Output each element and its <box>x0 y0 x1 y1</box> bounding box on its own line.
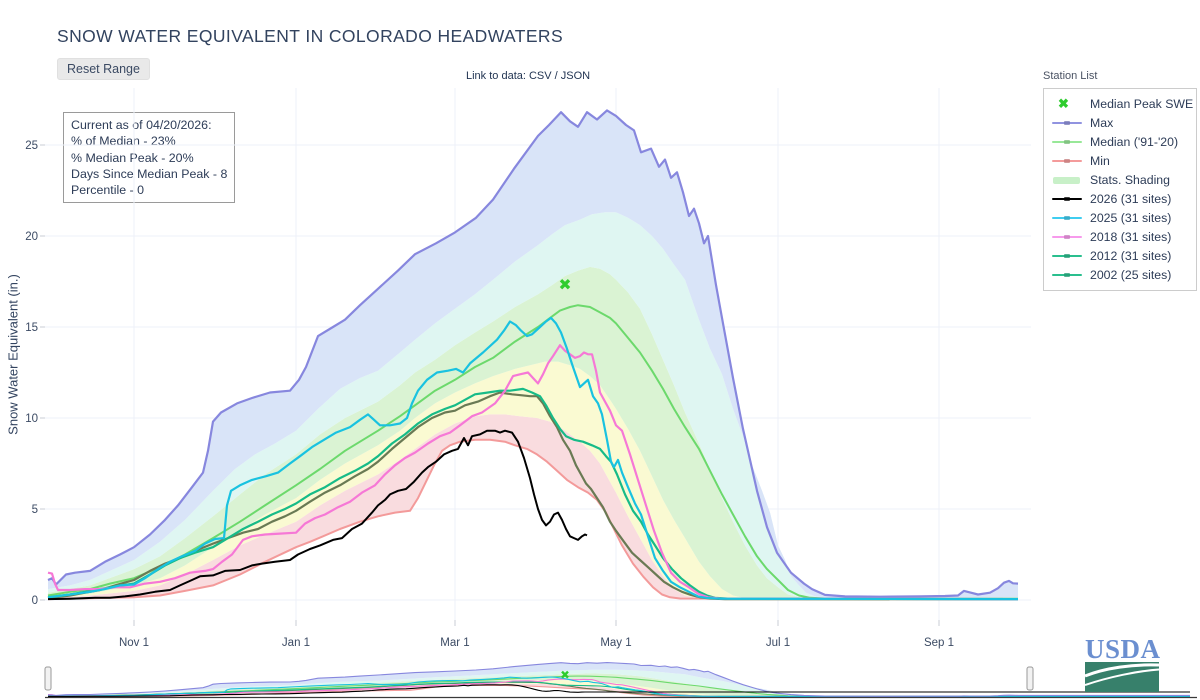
legend-item-2025-31-sites[interactable]: 2025 (31 sites) <box>1044 208 1196 227</box>
shading-swatch-icon <box>1052 173 1082 187</box>
y-tick-label: 15 <box>25 322 38 334</box>
legend-item-label: 2018 (31 sites) <box>1090 229 1172 244</box>
legend-item-min[interactable]: Min <box>1044 151 1196 170</box>
median-peak-x-icon: ✖ <box>1058 95 1069 111</box>
x-tick-label: Jan 1 <box>282 637 310 649</box>
mini-median-peak-marker <box>561 670 569 679</box>
legend-item-label: Stats. Shading <box>1090 172 1170 187</box>
legend-item-label: 2026 (31 sites) <box>1090 191 1172 206</box>
mini-band-p10-p30 <box>48 680 1018 697</box>
band-p70-p90 <box>48 212 1018 599</box>
range-handle-left[interactable] <box>44 666 52 691</box>
usda-logo-field <box>1084 662 1160 692</box>
series-y2026 <box>47 429 588 601</box>
legend-item-median-91-20[interactable]: Median ('91-'20) <box>1044 132 1196 151</box>
usda-logo: USDA <box>1084 634 1161 697</box>
legend-box: ✖ Median Peak SWE Max Median ('91-'20) Min St… <box>1043 88 1197 291</box>
legend-item-label: 2012 (31 sites) <box>1090 248 1172 263</box>
series-y2025 <box>47 316 1019 601</box>
y-tick-label: 20 <box>25 231 38 243</box>
x-tick-label: Mar 1 <box>440 637 469 649</box>
mini-series-y2025 <box>47 676 1190 697</box>
line-swatch-icon <box>1052 268 1082 282</box>
legend-item-label: Max <box>1090 115 1114 130</box>
series-min <box>47 438 1019 601</box>
info-line-days-since-peak: Days Since Median Peak - 8 <box>71 166 228 181</box>
series-y2002 <box>47 391 1019 601</box>
mini-series-y2026 <box>48 684 1190 697</box>
legend-item-median-peak-swe[interactable]: ✖ Median Peak SWE <box>1044 94 1196 113</box>
line-swatch-icon <box>1052 211 1082 225</box>
series-median <box>47 304 1018 600</box>
legend-item-2026-31-sites[interactable]: 2026 (31 sites) <box>1044 189 1196 208</box>
mini-series-median <box>47 675 1190 697</box>
usda-logo-text: USDA <box>1085 634 1161 664</box>
info-line-percentile: Percentile - 0 <box>71 183 145 198</box>
legend-item-label: 2025 (31 sites) <box>1090 210 1172 225</box>
line-swatch-icon <box>1052 192 1082 206</box>
series-max <box>47 109 1019 598</box>
legend-item-label: Median Peak SWE <box>1090 96 1194 111</box>
current-conditions-box: Current as of 04/20/2026: % of Median - … <box>63 112 236 204</box>
legend-item-label: Min <box>1090 153 1110 168</box>
legend-item-label: 2002 (25 sites) <box>1090 267 1172 282</box>
y-tick-label: 25 <box>25 140 38 152</box>
reset-range-button[interactable]: Reset Range <box>57 58 150 80</box>
mini-band-p90-max <box>48 662 1018 697</box>
legend-item-2002-25-sites[interactable]: 2002 (25 sites) <box>1044 265 1196 284</box>
info-line-date: Current as of 04/20/2026: <box>71 118 212 132</box>
line-swatch-icon <box>1052 116 1082 130</box>
y-tick-label: 0 <box>32 595 38 607</box>
y-tick-label: 10 <box>25 413 38 425</box>
data-download-links[interactable]: Link to data: CSV / JSON <box>466 70 591 82</box>
legend-item-max[interactable]: Max <box>1044 113 1196 132</box>
x-tick-label: Nov 1 <box>119 637 149 649</box>
mini-series-max <box>47 662 1190 697</box>
page-title: SNOW WATER EQUIVALENT IN COLORADO HEADWA… <box>57 26 564 46</box>
legend-item-2012-31-sites[interactable]: 2012 (31 sites) <box>1044 246 1196 265</box>
line-swatch-icon <box>1052 230 1082 244</box>
y-tick-label: 5 <box>32 504 38 516</box>
series-y2018 <box>47 344 1019 601</box>
x-tick-label: Sep 1 <box>924 637 954 649</box>
x-tick-label: May 1 <box>600 637 631 649</box>
line-swatch-icon <box>1052 135 1082 149</box>
x-tick-label: Jul 1 <box>766 637 790 649</box>
legend-item-label: Median ('91-'20) <box>1090 134 1179 149</box>
info-line-pct-median-peak: % Median Peak - 20% <box>71 150 194 165</box>
legend-item-stats-shading[interactable]: Stats. Shading <box>1044 170 1196 189</box>
line-swatch-icon <box>1052 154 1082 168</box>
line-swatch-icon <box>1052 249 1082 263</box>
legend-title: Station List <box>1043 70 1098 82</box>
median-peak-marker <box>559 279 571 290</box>
legend-item-2018-31-sites[interactable]: 2018 (31 sites) <box>1044 227 1196 246</box>
range-handle-right[interactable] <box>1026 666 1034 691</box>
mini-band-p70-p90 <box>48 669 1018 697</box>
band-p90-max <box>48 110 1018 599</box>
band-p10-p30 <box>48 361 1018 600</box>
